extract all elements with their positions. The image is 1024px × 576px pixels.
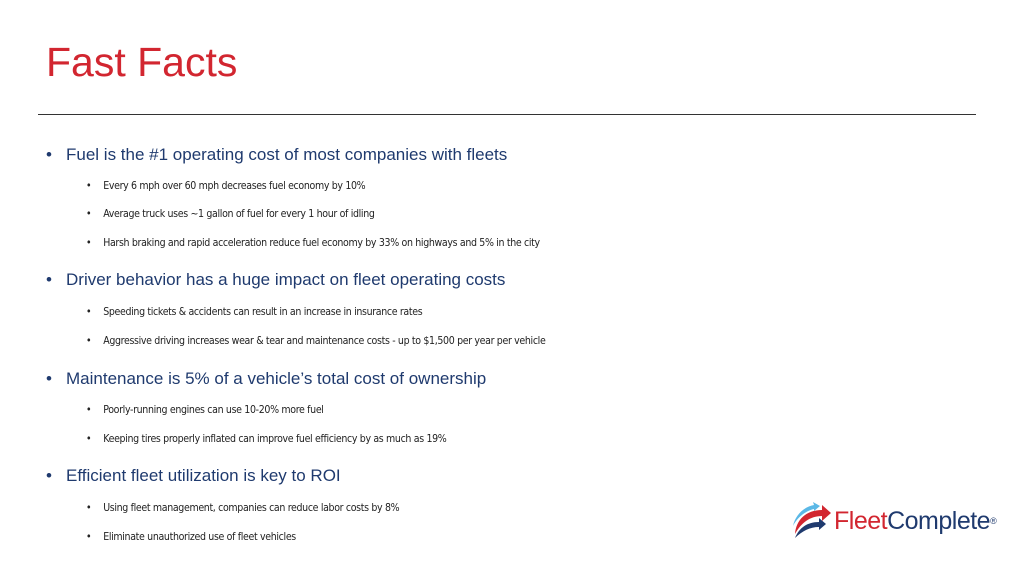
section-heading-text: Efficient fleet utilization is key to RO… bbox=[66, 466, 341, 485]
title-divider bbox=[38, 114, 976, 115]
logo-wordmark: FleetComplete® bbox=[834, 506, 997, 536]
section-heading-fuel: • Fuel is the #1 operating cost of most c… bbox=[46, 144, 507, 166]
list-item-text: Average truck uses ~1 gallon of fuel for… bbox=[103, 207, 375, 220]
list-item-text: Keeping tires properly inflated can impr… bbox=[103, 432, 447, 445]
fleet-complete-logo: FleetComplete® bbox=[792, 498, 998, 542]
bullet-icon: • bbox=[86, 334, 92, 347]
bullet-icon: • bbox=[46, 369, 52, 388]
list-item-text: Poorly-running engines can use 10-20% mo… bbox=[103, 403, 324, 416]
list-item: • Keeping tires properly inflated can imp… bbox=[86, 431, 447, 447]
section-heading-text: Driver behavior has a huge impact on fle… bbox=[66, 270, 506, 289]
section-heading-text: Maintenance is 5% of a vehicle’s total c… bbox=[66, 369, 487, 388]
bullet-icon: • bbox=[86, 432, 92, 445]
bullet-icon: • bbox=[86, 305, 92, 318]
bullet-icon: • bbox=[46, 466, 52, 485]
list-item-text: Every 6 mph over 60 mph decreases fuel e… bbox=[103, 179, 366, 192]
bullet-icon: • bbox=[46, 270, 52, 289]
list-item-text: Eliminate unauthorized use of fleet vehi… bbox=[103, 530, 296, 543]
logo-word-complete: Complete bbox=[887, 507, 991, 535]
bullet-icon: • bbox=[86, 530, 92, 543]
list-item: • Eliminate unauthorized use of fleet veh… bbox=[86, 529, 296, 545]
list-item: • Aggressive driving increases wear & tea… bbox=[86, 333, 546, 349]
bullet-icon: • bbox=[86, 179, 92, 192]
swoosh-arrows-icon bbox=[793, 502, 831, 538]
section-heading-utilization: • Efficient fleet utilization is key to R… bbox=[46, 465, 341, 487]
section-heading-maintenance: • Maintenance is 5% of a vehicle’s total … bbox=[46, 368, 486, 390]
list-item: • Using fleet management, companies can r… bbox=[86, 500, 400, 516]
list-item: • Speeding tickets & accidents can result… bbox=[86, 304, 423, 320]
list-item-text: Harsh braking and rapid acceleration red… bbox=[103, 236, 540, 249]
slide-title: Fast Facts bbox=[46, 39, 238, 85]
bullet-icon: • bbox=[46, 145, 52, 164]
bullet-icon: • bbox=[86, 207, 92, 220]
list-item-text: Aggressive driving increases wear & tear… bbox=[103, 334, 546, 347]
bullet-icon: • bbox=[86, 403, 92, 416]
logo-word-fleet: Fleet bbox=[834, 507, 888, 535]
list-item: • Every 6 mph over 60 mph decreases fuel … bbox=[86, 178, 366, 194]
section-heading-text: Fuel is the #1 operating cost of most co… bbox=[66, 145, 508, 164]
bullet-icon: • bbox=[86, 501, 92, 514]
bullet-icon: • bbox=[86, 236, 92, 249]
section-heading-driver: • Driver behavior has a huge impact on fl… bbox=[46, 269, 505, 291]
list-item: • Poorly-running engines can use 10-20% m… bbox=[86, 402, 324, 418]
registered-mark: ® bbox=[990, 516, 997, 526]
list-item-text: Using fleet management, companies can re… bbox=[103, 501, 400, 514]
list-item: • Harsh braking and rapid acceleration re… bbox=[86, 235, 540, 251]
list-item: • Average truck uses ~1 gallon of fuel fo… bbox=[86, 206, 375, 222]
list-item-text: Speeding tickets & accidents can result … bbox=[103, 305, 423, 318]
